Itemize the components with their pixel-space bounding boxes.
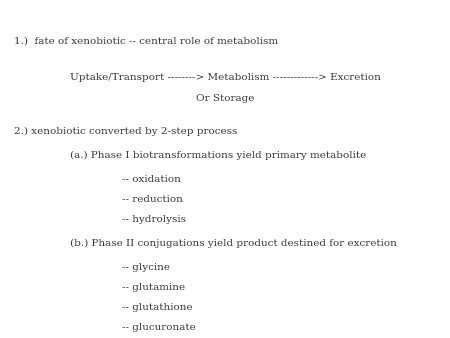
Text: -- reduction: -- reduction (122, 195, 182, 204)
Text: 2.) xenobiotic converted by 2-step process: 2.) xenobiotic converted by 2-step proce… (14, 127, 237, 136)
Text: (a.) Phase I biotransformations yield primary metabolite: (a.) Phase I biotransformations yield pr… (70, 151, 366, 160)
Text: Or Storage: Or Storage (196, 94, 254, 102)
Text: -- glutathione: -- glutathione (122, 303, 192, 312)
Text: -- oxidation: -- oxidation (122, 175, 180, 184)
Text: 1.)  fate of xenobiotic -- central role of metabolism: 1.) fate of xenobiotic -- central role o… (14, 36, 278, 45)
Text: Uptake/Transport --------> Metabolism -------------> Excretion: Uptake/Transport --------> Metabolism --… (70, 73, 380, 82)
Text: -- glucuronate: -- glucuronate (122, 323, 195, 332)
Text: -- hydrolysis: -- hydrolysis (122, 215, 185, 224)
Text: (b.) Phase II conjugations yield product destined for excretion: (b.) Phase II conjugations yield product… (70, 239, 396, 248)
Text: -- glutamine: -- glutamine (122, 283, 184, 292)
Text: -- glycine: -- glycine (122, 263, 170, 271)
